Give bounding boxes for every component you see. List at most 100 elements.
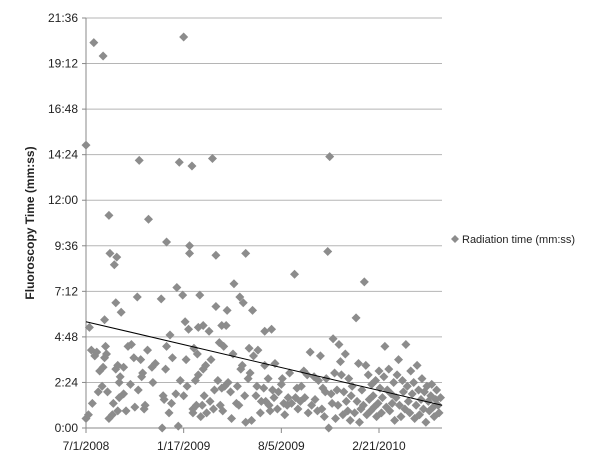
data-point <box>159 395 169 405</box>
data-point <box>185 248 195 258</box>
data-point <box>132 292 142 302</box>
data-point <box>392 370 402 380</box>
legend-label: Radiation time (mm:ss) <box>462 234 575 246</box>
data-point <box>330 368 340 378</box>
data-point <box>116 307 126 317</box>
data-point <box>415 410 425 420</box>
data-point <box>260 360 270 370</box>
data-point <box>359 277 369 287</box>
data-point <box>394 355 404 365</box>
data-point <box>185 241 195 251</box>
data-point <box>140 400 150 410</box>
data-point <box>178 290 188 300</box>
y-tick-label: 12:00 <box>48 193 78 207</box>
data-point <box>100 315 110 325</box>
data-point <box>397 376 407 386</box>
data-point <box>109 260 119 270</box>
data-point <box>377 393 387 403</box>
data-point <box>84 322 94 332</box>
data-point <box>325 152 335 162</box>
data-point <box>317 404 327 414</box>
data-point <box>102 387 112 397</box>
data-point <box>162 237 172 247</box>
data-point <box>412 360 422 370</box>
data-point <box>162 341 172 351</box>
data-point <box>396 412 406 422</box>
data-point <box>218 406 228 416</box>
data-point <box>264 400 274 410</box>
data-point <box>373 398 383 408</box>
data-point <box>273 387 283 397</box>
data-point <box>164 408 174 418</box>
data-point <box>198 321 208 330</box>
data-point <box>406 366 416 376</box>
data-point <box>252 381 262 391</box>
data-point <box>350 408 360 418</box>
data-point <box>184 324 194 334</box>
data-point <box>249 351 259 361</box>
data-point <box>240 391 250 401</box>
data-point <box>181 355 191 365</box>
data-point <box>255 408 265 418</box>
data-point <box>354 417 364 427</box>
data-point <box>126 339 136 349</box>
data-point <box>326 389 336 399</box>
data-point <box>407 389 417 399</box>
data-point <box>248 305 258 315</box>
data-point <box>269 393 279 403</box>
data-point <box>395 400 405 410</box>
y-tick-label: 16:48 <box>48 102 78 116</box>
data-point <box>180 317 190 327</box>
data-point <box>321 374 331 384</box>
data-point <box>129 353 139 363</box>
data-point <box>371 376 381 386</box>
data-point <box>390 415 400 425</box>
data-point <box>182 381 192 391</box>
y-tick-label: 7:12 <box>55 284 79 298</box>
data-point <box>238 298 248 308</box>
data-point <box>285 368 295 378</box>
data-point <box>148 377 158 387</box>
x-axis-ticks: 7/1/2008 1/17/2009 8/5/2009 2/21/2010 <box>63 428 406 453</box>
data-point <box>332 385 342 395</box>
data-point <box>402 381 412 391</box>
data-point <box>208 404 218 414</box>
data-point <box>389 377 399 387</box>
data-point <box>232 381 242 391</box>
data-point <box>211 250 221 260</box>
data-point <box>244 343 254 353</box>
data-point <box>204 326 214 336</box>
data-point <box>421 417 431 427</box>
data-point <box>265 406 275 416</box>
data-point <box>352 396 362 406</box>
data-point <box>175 376 185 386</box>
data-point <box>97 381 107 391</box>
data-point <box>331 414 341 424</box>
data-point <box>361 360 371 370</box>
data-point <box>156 294 166 304</box>
data-point <box>213 376 223 386</box>
data-point <box>87 398 97 408</box>
data-point <box>363 370 373 380</box>
y-tick-label: 9:36 <box>55 239 79 253</box>
y-axis-label: Fluoroscopy Time (mm:ss) <box>23 146 37 299</box>
data-point <box>111 298 121 308</box>
data-point <box>202 408 212 418</box>
data-points <box>81 32 446 433</box>
y-tick-label: 19:12 <box>48 57 78 71</box>
data-point <box>335 357 345 367</box>
data-point <box>345 415 355 425</box>
data-point <box>119 389 129 399</box>
legend-marker <box>451 235 459 243</box>
data-point <box>411 400 421 410</box>
data-point <box>300 393 310 403</box>
data-point <box>197 400 207 410</box>
data-point <box>92 347 102 357</box>
data-point <box>98 362 108 372</box>
data-point <box>112 252 122 262</box>
data-point <box>223 377 233 387</box>
data-point <box>427 379 437 389</box>
data-point <box>376 408 386 418</box>
data-point <box>290 269 300 279</box>
x-tick-label: 7/1/2008 <box>63 439 110 453</box>
